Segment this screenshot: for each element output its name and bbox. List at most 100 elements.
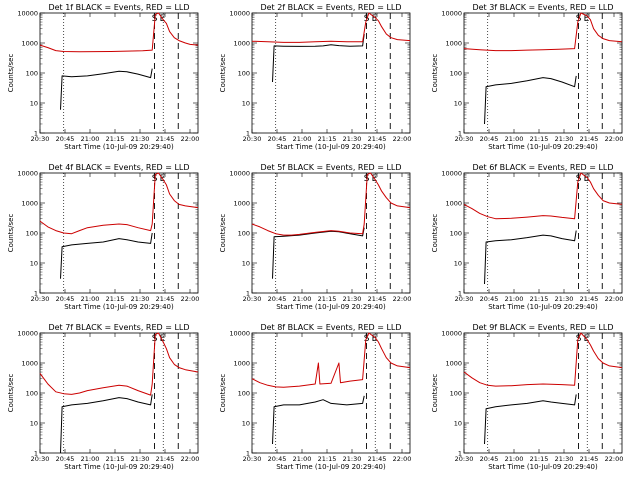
x-tick-label: 21:30 [343,295,362,303]
x-tick-label: 21:30 [343,135,362,143]
y-tick-label: 1 [246,130,250,138]
series-lld-line [251,12,411,43]
y-tick-label: 10000 [229,10,250,18]
detector-panel-4: Det 4f BLACK = Events, RED = LLD 20:30 20:… [7,163,199,311]
x-axis-label: Start Time (10-Jul-09 20:29:40) [64,463,174,471]
x-tick-label: 21:30 [555,135,574,143]
x-tick-label: 22:00 [181,455,200,463]
x-tick-label: 21:15 [318,135,337,143]
y-tick-label: 1000 [21,200,38,208]
detector-panel-5: Det 5f BLACK = Events, RED = LLD 20:30 20:… [219,163,411,311]
x-axis-label: Start Time (10-Jul-09 20:29:40) [276,303,386,311]
panel-title: Det 1f BLACK = Events, RED = LLD [48,3,189,12]
x-tick-label: 21:45 [580,135,599,143]
y-tick-label: 10000 [229,170,250,178]
panel-title: Det 4f BLACK = Events, RED = LLD [48,163,189,172]
y-tick-label: 1000 [21,40,38,48]
marker-label-s: S [364,334,370,344]
x-tick-label: 20:30 [243,135,262,143]
y-tick-label: 100 [26,230,38,238]
x-tick-label: 21:15 [106,295,125,303]
y-tick-label: 1000 [233,360,250,368]
y-tick-label: 10000 [441,330,462,338]
y-axis-label: Counts/sec [219,54,227,93]
x-tick-label: 20:30 [31,295,50,303]
y-tick-label: 1 [458,290,462,298]
x-axis-label: Start Time (10-Jul-09 20:29:40) [488,463,598,471]
y-axis-label: Counts/sec [7,214,15,253]
y-tick-label: 10000 [441,170,462,178]
x-tick-label: 20:45 [480,455,499,463]
panel-title: Det 3f BLACK = Events, RED = LLD [472,3,613,12]
x-axis-label: Start Time (10-Jul-09 20:29:40) [64,143,174,151]
x-tick-label: 21:00 [81,295,100,303]
series-lld-line [39,12,199,53]
x-tick-label: 21:00 [293,455,312,463]
y-tick-label: 1 [458,450,462,458]
x-tick-label: 21:15 [318,455,337,463]
x-tick-label: 20:30 [455,135,474,143]
y-tick-label: 1000 [445,40,462,48]
x-tick-label: 22:00 [181,135,200,143]
x-tick-label: 21:45 [580,295,599,303]
y-tick-label: 1 [246,450,250,458]
panel-title: Det 6f BLACK = Events, RED = LLD [472,163,613,172]
series-lld-line [463,332,623,387]
y-tick-label: 100 [450,230,462,238]
y-tick-label: 100 [450,390,462,398]
marker-label-e: E [372,14,378,24]
x-tick-label: 20:45 [56,135,75,143]
series-events-line [60,394,153,454]
y-tick-label: 100 [238,70,250,78]
y-tick-label: 10 [454,420,462,428]
marker-label-s: S [576,334,582,344]
x-tick-label: 22:00 [605,455,624,463]
detector-panel-3: Det 3f BLACK = Events, RED = LLD 20:30 20:… [431,3,623,151]
x-tick-label: 21:45 [580,455,599,463]
x-tick-label: 22:00 [605,135,624,143]
y-tick-label: 1000 [445,200,462,208]
detector-panel-1: Det 1f BLACK = Events, RED = LLD 20:30 20:… [7,3,199,151]
x-tick-label: 21:00 [81,455,100,463]
x-tick-label: 20:45 [56,295,75,303]
x-tick-label: 21:45 [156,455,175,463]
x-tick-label: 21:15 [530,455,549,463]
x-tick-label: 22:00 [393,455,412,463]
y-tick-label: 10 [30,100,38,108]
panel-title: Det 9f BLACK = Events, RED = LLD [472,323,613,332]
x-tick-label: 21:15 [106,135,125,143]
y-tick-label: 10 [30,260,38,268]
y-tick-label: 10000 [17,10,38,18]
x-tick-label: 21:00 [505,135,524,143]
x-tick-label: 21:15 [318,295,337,303]
x-tick-label: 20:30 [455,455,474,463]
x-tick-label: 22:00 [393,135,412,143]
x-axis-label: Start Time (10-Jul-09 20:29:40) [276,463,386,471]
y-tick-label: 1 [34,290,38,298]
panel-title: Det 8f BLACK = Events, RED = LLD [260,323,401,332]
x-tick-label: 20:45 [480,295,499,303]
detector-panel-2: Det 2f BLACK = Events, RED = LLD 20:30 20:… [219,3,411,151]
series-events-line [484,75,577,125]
y-axis-label: Counts/sec [7,374,15,413]
y-tick-label: 1000 [233,40,250,48]
y-axis-label: Counts/sec [431,54,439,93]
x-tick-label: 21:30 [131,135,150,143]
x-tick-label: 21:15 [530,295,549,303]
x-tick-label: 21:00 [505,295,524,303]
y-tick-label: 10 [30,420,38,428]
series-events-line [272,227,365,279]
x-tick-label: 21:45 [368,455,387,463]
detector-panel-9: Det 9f BLACK = Events, RED = LLD 20:30 20:… [431,323,623,471]
x-axis-label: Start Time (10-Jul-09 20:29:40) [488,143,598,151]
y-tick-label: 100 [26,70,38,78]
y-axis-label: Counts/sec [219,374,227,413]
marker-label-e: E [584,174,590,184]
y-tick-label: 10 [454,260,462,268]
x-tick-label: 20:45 [268,295,287,303]
x-tick-label: 21:30 [131,455,150,463]
y-tick-label: 10000 [441,10,462,18]
series-lld-line [251,332,411,388]
y-tick-label: 10 [242,100,250,108]
